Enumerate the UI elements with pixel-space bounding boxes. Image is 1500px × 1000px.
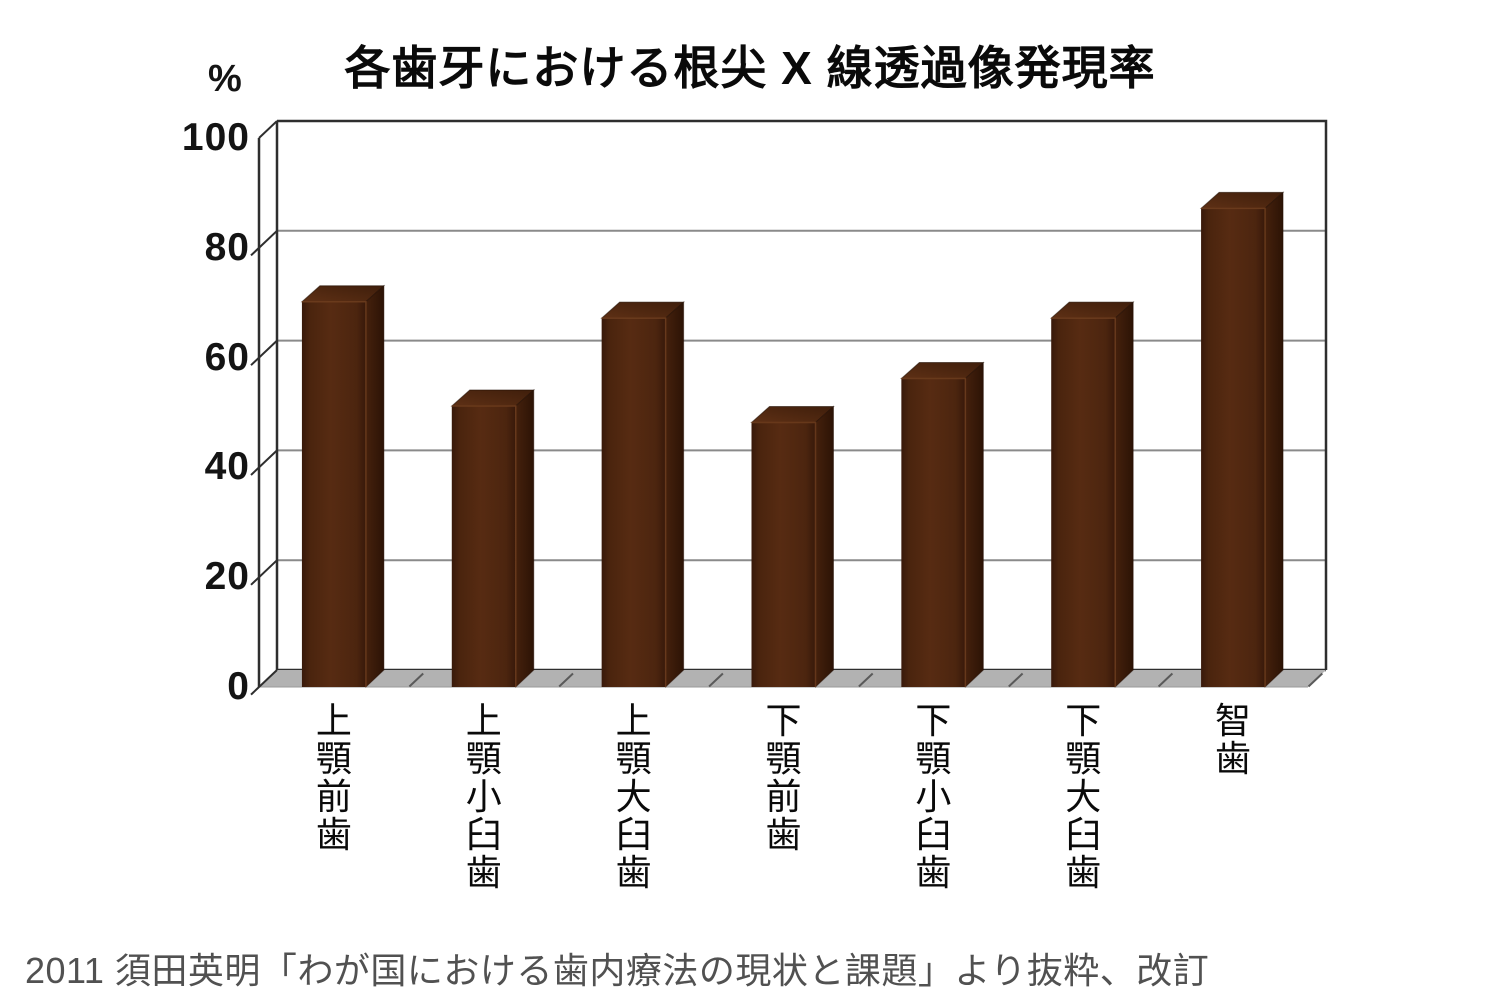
x-category-label-2: 上顎大臼歯 [615, 700, 652, 893]
y-tick-connector-60 [250, 339, 278, 366]
bar-ridge-edges [301, 300, 367, 687]
bar-2 [600, 301, 685, 689]
y-tick-label-60: 60 [204, 335, 250, 379]
bar-front-face [451, 406, 516, 687]
bar-ridge-edges [451, 405, 517, 687]
bar-front-face [301, 301, 366, 687]
bar-front-face [751, 422, 816, 687]
bar-side-face [815, 405, 834, 689]
floor-category-tick [1307, 672, 1323, 688]
x-category-label-3: 下顎前歯 [765, 700, 802, 855]
floor-category-tick [858, 672, 874, 688]
x-category-label-5: 下顎大臼歯 [1065, 700, 1102, 893]
bar-front-face [601, 318, 666, 687]
y-tick-connector-40 [250, 449, 278, 476]
bar-ridge-edges [1051, 317, 1116, 687]
bar-side-face [665, 301, 685, 689]
x-category-label-6: 智歯 [1215, 700, 1252, 779]
floor-category-tick [1157, 672, 1174, 688]
floor-category-tick [558, 672, 574, 688]
bar-front-face [1201, 208, 1266, 687]
y-tick-label-100: 100 [181, 116, 250, 159]
floor-category-tick [708, 672, 724, 688]
bar-side-face [964, 361, 984, 689]
y-tick-label-0: 0 [227, 665, 250, 708]
floor-category-tick [408, 672, 424, 688]
floor-category-tick [1008, 672, 1024, 688]
bar-ridge-edges [601, 317, 667, 687]
bar-3 [750, 405, 835, 689]
y-tick-label-20: 20 [204, 555, 250, 599]
y-tick-connector-20 [250, 559, 278, 586]
y-tick-connector-80 [250, 230, 278, 257]
x-category-label-1: 上顎小臼歯 [465, 700, 502, 893]
bar-ridge-edges [901, 377, 967, 687]
bar-ridge-edges [751, 421, 817, 687]
x-category-label-0: 上顎前歯 [315, 700, 352, 855]
bar-1 [450, 388, 536, 689]
bar-4 [900, 361, 985, 689]
bar-front-face [1051, 318, 1116, 687]
x-category-label-4: 下顎小臼歯 [915, 700, 952, 893]
y-tick-connector-100 [258, 120, 278, 139]
wall-frame [275, 119, 1328, 670]
y-tick-label-80: 80 [204, 225, 250, 269]
bar-ridge-edges [1201, 207, 1266, 687]
bar-5 [1049, 301, 1135, 689]
y-tick-label-40: 40 [204, 445, 250, 489]
y-axis-unit-label: % [208, 58, 242, 100]
bar-front-face [901, 378, 966, 687]
bar-side-face [515, 388, 535, 689]
bar-side-face [1114, 301, 1134, 689]
bar-6 [1199, 191, 1285, 689]
bar-side-face [1264, 191, 1284, 689]
bar-side-face [365, 284, 385, 689]
chart-title: 各歯牙における根尖 X 線透過像発現率 [344, 42, 1156, 94]
y-tick-connector-0 [250, 669, 278, 696]
source-caption: 2011 須田英明「わが国における歯内療法の現状と課題」より抜粋、改訂 [25, 950, 1210, 991]
bar-0 [300, 284, 386, 689]
